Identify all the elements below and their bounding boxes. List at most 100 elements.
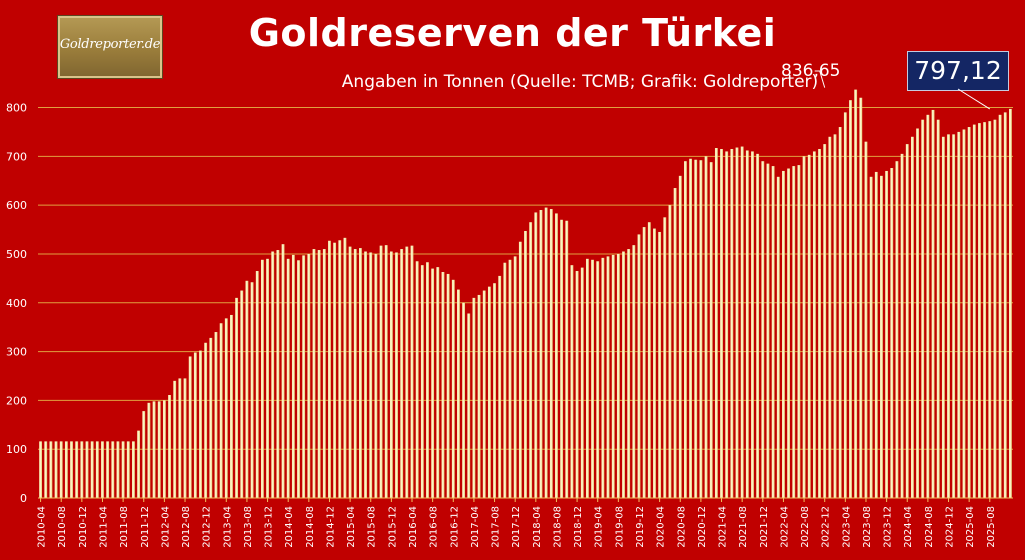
bar [782,170,785,499]
bar [441,271,445,498]
bar [885,170,889,499]
bar [266,258,269,498]
x-tick-label: 2014-08 [305,506,316,548]
bar [132,441,135,498]
bar [152,401,156,498]
bar [585,258,589,498]
y-tick-label: 800 [6,102,27,115]
bar [967,127,971,499]
bar [116,441,120,498]
bar [704,156,708,498]
bar [843,112,847,498]
bar [560,219,564,499]
bar [524,230,527,499]
bar [627,249,631,498]
bar [771,166,775,498]
bar [503,262,507,498]
bar [601,257,605,498]
bar [106,441,110,498]
x-tick-label: 2023-12 [883,506,894,548]
logo-text: Goldreporter.de [59,37,161,52]
bar [193,352,197,498]
y-tick-label: 600 [6,199,27,212]
x-tick-label: 2011-04 [98,506,109,548]
x-tick-label: 2013-04 [222,506,233,548]
bar [735,147,739,498]
bar [379,245,383,498]
bar [580,267,584,498]
bar [642,227,646,498]
bar [230,314,233,498]
bar [988,121,992,498]
bar [565,220,569,498]
bar [730,148,734,498]
chart-subtitle: Angaben in Tonnen (Quelle: TCMB; Grafik:… [341,72,819,92]
x-tick-label: 2010-08 [57,506,68,548]
x-axis-ticks: 2010-04 2010-08 2010-12 2011-04 2011-08 2011-… [37,498,997,548]
bar [745,150,749,498]
bar [647,222,651,498]
x-tick-label: 2012-08 [181,506,192,548]
bar [854,89,858,498]
bar [276,250,280,498]
bar [740,146,744,499]
x-tick-label: 2024-12 [945,506,956,548]
bar [756,153,760,498]
x-tick-label: 2014-04 [284,506,295,548]
x-tick-label: 2024-08 [924,506,935,548]
bar [482,290,486,498]
x-tick-label: 2018-08 [552,506,563,548]
bar [178,378,182,498]
bar [307,253,311,498]
x-tick-label: 2014-12 [325,506,336,548]
bar [240,290,244,498]
y-tick-label: 0 [20,492,27,505]
bar [714,148,718,498]
bar [271,251,275,498]
bar [54,441,58,498]
x-tick-label: 2022-12 [821,506,832,548]
x-tick-label: 2021-12 [759,506,770,548]
bar [457,289,460,498]
x-tick-label: 2012-04 [160,506,171,548]
bar [312,249,316,498]
bar [173,380,177,498]
bar [807,154,811,498]
x-tick-label: 2019-12 [635,506,646,548]
bar [260,259,264,498]
x-tick-label: 2015-04 [346,506,357,548]
bar [436,267,440,498]
x-tick-label: 2016-04 [408,506,419,548]
bar [518,241,522,498]
y-tick-label: 500 [6,248,27,261]
bar [622,251,625,498]
bar [555,213,558,498]
bar [1003,112,1007,498]
x-tick-label: 2021-04 [718,506,729,548]
bar [802,156,806,498]
bar [926,114,930,499]
bar [183,378,187,498]
bar [39,441,42,498]
bar [684,161,687,498]
bar [916,128,919,498]
x-tick-label: 2017-12 [511,506,522,548]
bar [462,302,466,498]
bar [776,176,780,498]
bar [400,249,404,498]
bar [493,283,496,498]
bars [39,89,1012,499]
bar [833,134,837,499]
bar [410,245,414,498]
bar [905,144,909,498]
x-tick-label: 2020-08 [676,506,687,548]
bar [1009,108,1012,499]
bar [993,119,997,498]
bar [49,441,53,498]
bar [245,280,249,498]
bar [859,97,863,499]
x-tick-label: 2022-04 [779,506,790,548]
bar [673,188,677,498]
bar [328,240,331,498]
